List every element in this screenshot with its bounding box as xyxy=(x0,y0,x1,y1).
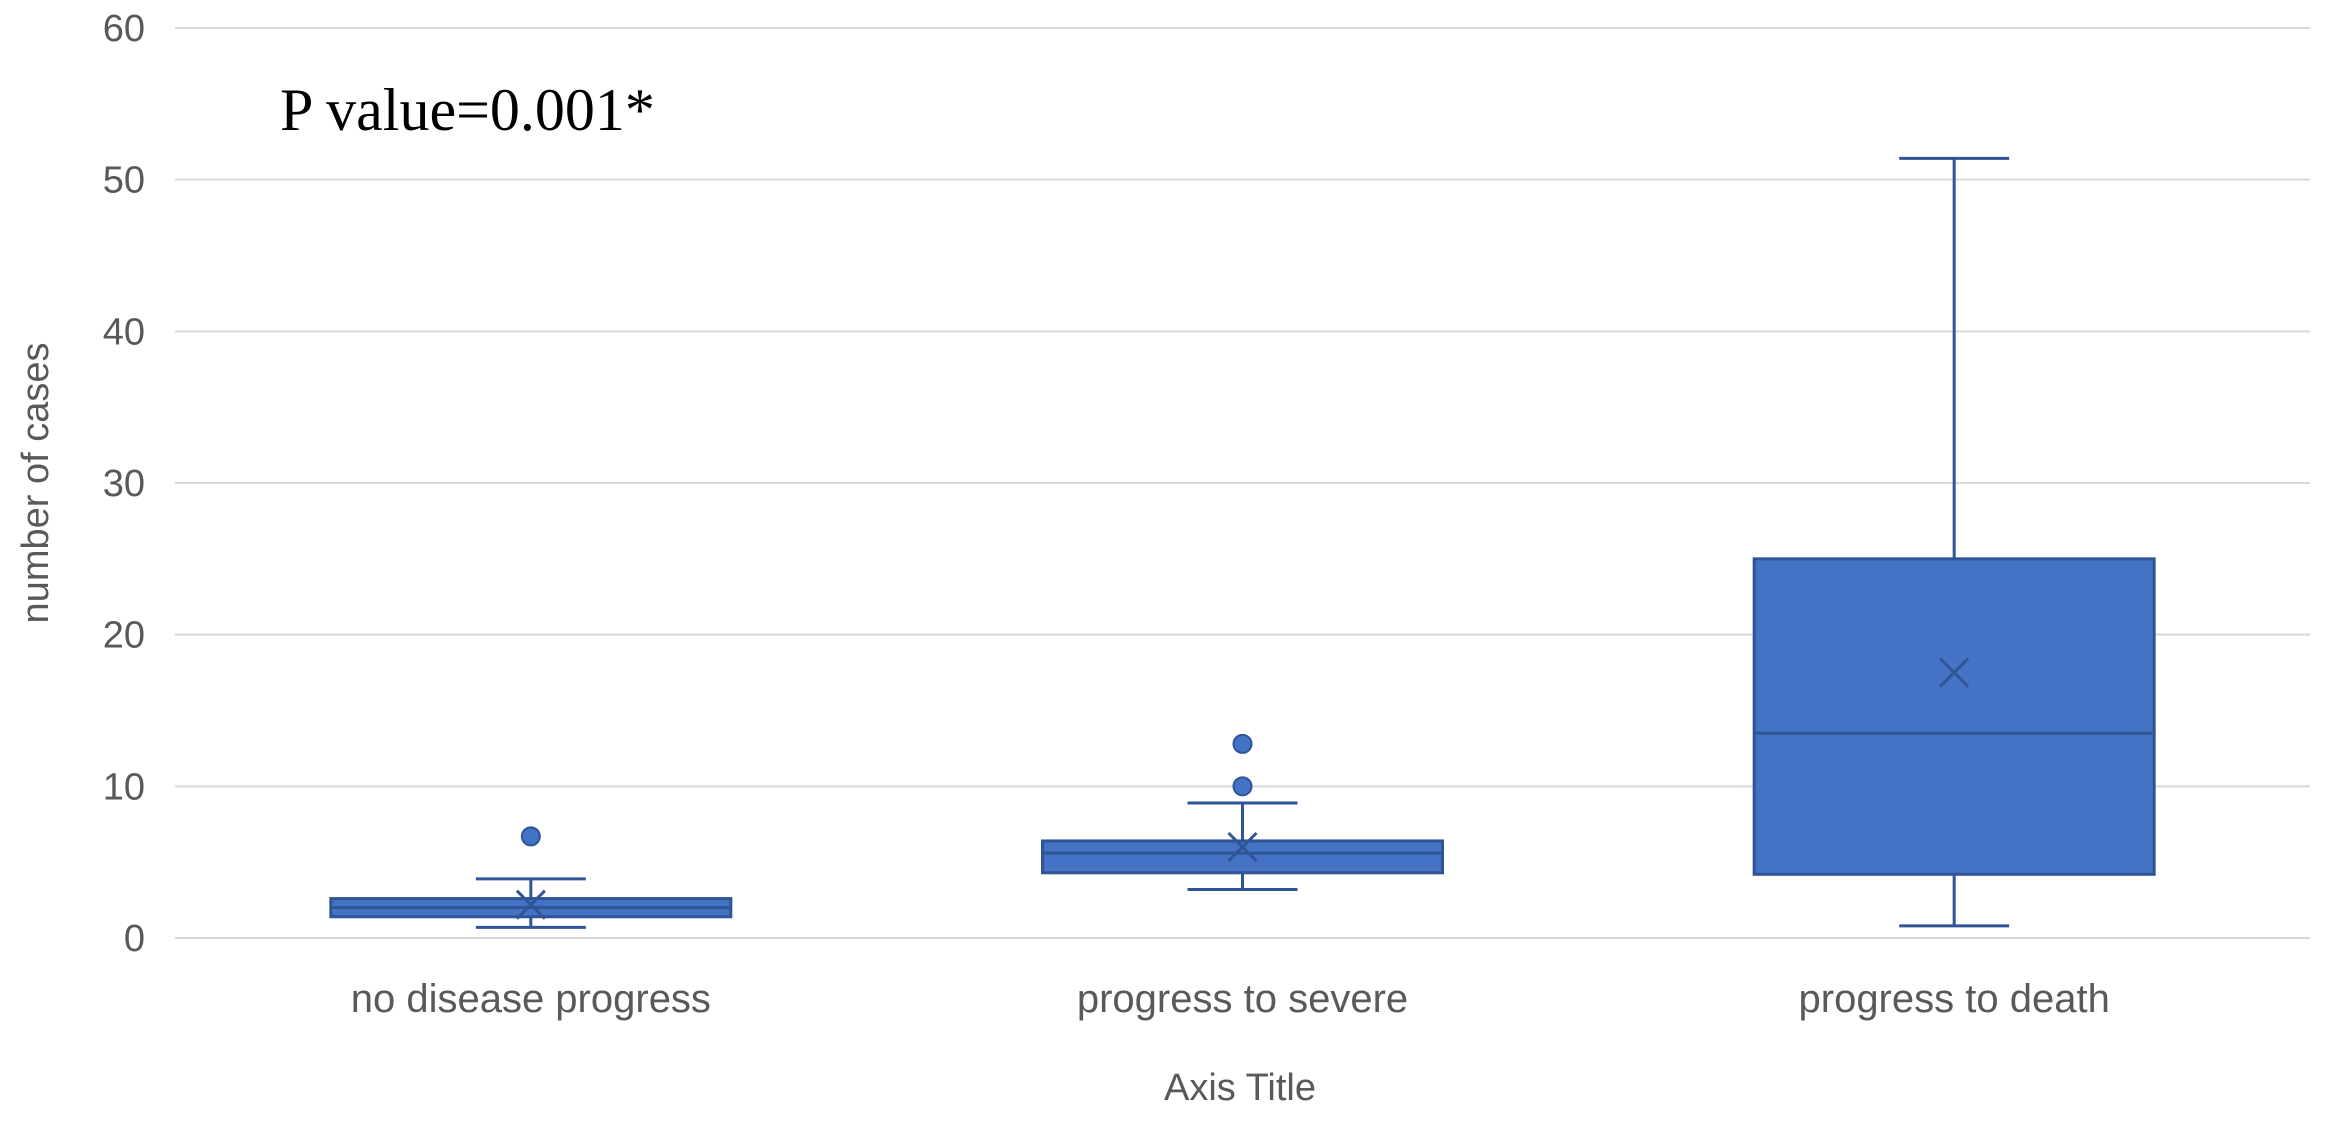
boxes xyxy=(329,156,2156,929)
y-tick-label: 10 xyxy=(103,766,145,808)
mean-marker xyxy=(1227,831,1258,863)
box-iqr xyxy=(1752,557,2156,876)
category-labels: no disease progress progress to severe pro… xyxy=(351,977,2110,1021)
y-tick-label: 30 xyxy=(103,463,145,505)
y-tick-label: 20 xyxy=(103,615,145,657)
gridlines xyxy=(175,27,2310,939)
x-tick-label: no disease progress xyxy=(351,977,711,1021)
box-iqr xyxy=(1041,839,1444,875)
x-tick-label: progress to death xyxy=(1799,977,2110,1021)
p-value-annotation: P value=0.001* xyxy=(280,77,655,143)
outlier-point xyxy=(520,826,541,847)
y-tick-label: 60 xyxy=(103,8,145,50)
mean-marker xyxy=(515,889,546,920)
box-group xyxy=(329,826,733,929)
y-tick-label: 50 xyxy=(103,160,145,202)
mean-marker xyxy=(1939,657,1970,688)
x-tick-label: progress to severe xyxy=(1077,977,1408,1021)
box-group xyxy=(1752,156,2156,928)
outlier-point xyxy=(1232,733,1253,754)
y-tick-labels: 0 10 20 30 40 50 60 xyxy=(103,8,145,960)
outlier-point xyxy=(1232,776,1253,797)
x-axis-title: Axis Title xyxy=(1164,1067,1316,1109)
box-group xyxy=(1041,733,1444,891)
y-axis-title: number of cases xyxy=(15,343,57,624)
y-tick-label: 40 xyxy=(103,311,145,353)
y-tick-label: 0 xyxy=(124,918,145,960)
